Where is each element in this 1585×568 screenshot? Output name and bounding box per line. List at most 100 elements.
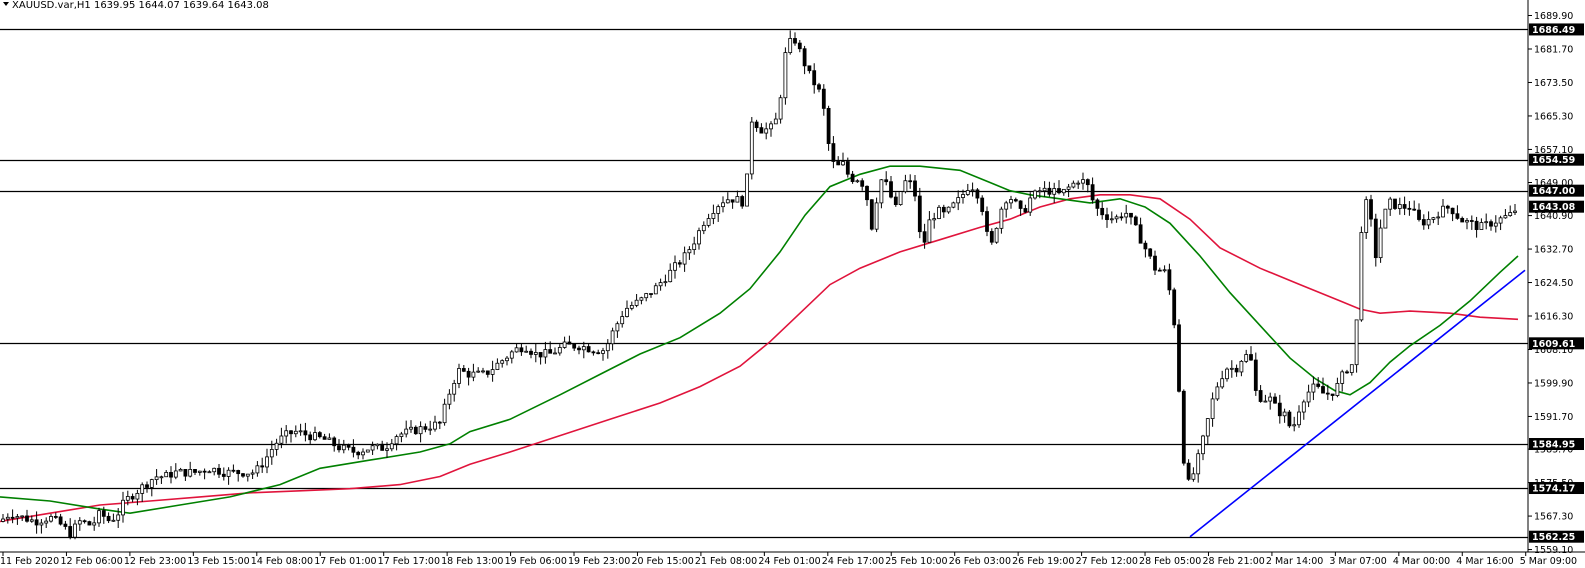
candle-body: [745, 173, 749, 207]
candle-body: [135, 492, 140, 500]
level-price-label: 1686.49: [1532, 25, 1575, 36]
candle-body: [1359, 232, 1364, 321]
level-price-box: [1529, 530, 1584, 543]
candle-body: [255, 465, 260, 474]
candle-body: [932, 218, 937, 221]
candle-body: [1330, 393, 1335, 396]
candle-body: [1052, 188, 1057, 195]
candle-body: [634, 299, 639, 306]
candle-body: [1153, 255, 1157, 271]
candle-body: [101, 510, 106, 517]
candle-body: [1129, 212, 1133, 218]
candle-body: [92, 522, 97, 526]
candle-body: [159, 476, 164, 479]
candle-body: [1402, 204, 1407, 209]
candle-body: [73, 523, 77, 538]
candle-body: [1133, 216, 1138, 226]
level-price-box: [1529, 482, 1584, 495]
candle-body: [1268, 396, 1273, 402]
candle-body: [145, 484, 149, 488]
candle-body: [116, 514, 121, 521]
candle-body: [505, 357, 509, 362]
candle-body: [586, 346, 591, 353]
candle-body: [308, 434, 313, 441]
candle-body: [1369, 199, 1373, 220]
candle-body: [1181, 390, 1186, 464]
candle-body: [1489, 221, 1493, 227]
candle-body: [1431, 217, 1436, 220]
candle-body: [1090, 184, 1095, 201]
price-tick-label: 1640.90: [1534, 211, 1573, 222]
candle-body: [241, 473, 245, 477]
candle-body: [1057, 188, 1061, 194]
candle-body: [207, 471, 212, 474]
candle-body: [34, 519, 39, 526]
candle-body: [1114, 216, 1119, 220]
candle-body: [313, 432, 317, 441]
candle-body: [1297, 411, 1301, 426]
level-price-box: [1529, 337, 1584, 350]
candle-body: [903, 180, 908, 193]
candle-body: [677, 262, 682, 265]
candle-body: [1119, 216, 1124, 219]
candle-body: [53, 516, 58, 518]
candle-body: [1037, 190, 1042, 193]
candle-body: [404, 428, 409, 435]
candle-body: [826, 108, 831, 144]
candle-body: [10, 516, 15, 519]
candle-body: [87, 521, 92, 526]
time-tick-label: 19 Feb 23:00: [568, 556, 630, 567]
candle-body: [293, 430, 298, 435]
candle-body: [1013, 199, 1018, 202]
candle-body: [5, 516, 10, 520]
candle-body: [375, 443, 380, 447]
candle-body: [1205, 418, 1210, 437]
candle-body: [1503, 215, 1508, 219]
candle-body: [1287, 411, 1292, 427]
candle-body: [1066, 186, 1071, 190]
candle-body: [1340, 371, 1345, 384]
candle-body: [1426, 218, 1431, 226]
candle-body: [1201, 435, 1205, 455]
time-tick-label: 21 Feb 08:00: [695, 556, 757, 567]
candle-body: [245, 473, 250, 477]
candle-body: [1085, 179, 1090, 186]
candle-body: [716, 206, 721, 214]
candle-body: [1028, 197, 1033, 213]
candle-body: [1042, 187, 1047, 192]
candle-body: [68, 526, 73, 538]
candle-body: [332, 437, 337, 447]
candle-body: [202, 470, 207, 473]
candle-body: [1210, 398, 1215, 419]
price-tick-label: 1673.50: [1534, 78, 1573, 89]
candle-body: [1273, 396, 1277, 404]
time-tick-label: 20 Feb 15:00: [631, 556, 693, 567]
candle-body: [346, 444, 351, 448]
candle-body: [1009, 199, 1013, 204]
candle-body: [538, 352, 543, 358]
price-tick-label: 1591.70: [1534, 412, 1573, 423]
candle-body: [1220, 378, 1225, 388]
time-tick-label: 19 Feb 06:00: [505, 556, 567, 567]
candle-body: [1397, 204, 1402, 209]
candle-body: [577, 347, 581, 351]
header-triangle-icon[interactable]: [3, 2, 9, 6]
time-tick-label: 12 Feb 23:00: [124, 556, 186, 567]
candle-body: [1148, 248, 1153, 257]
fast-ma-line: [0, 165, 1519, 515]
candle-body: [1162, 269, 1167, 272]
candle-body: [58, 516, 63, 525]
candle-body: [212, 467, 217, 473]
candle-body: [1325, 392, 1330, 395]
level-price-box: [1529, 184, 1584, 197]
candle-body: [548, 349, 553, 354]
time-tick-label: 4 Mar 16:00: [1456, 556, 1513, 567]
candle-body: [413, 426, 418, 435]
candle-body: [735, 196, 740, 203]
candle-body: [260, 465, 265, 468]
candle-body: [437, 421, 442, 424]
candle-body: [1282, 411, 1287, 417]
candle-body: [1479, 222, 1484, 230]
candle-body: [845, 161, 850, 175]
candle-body: [231, 469, 236, 472]
